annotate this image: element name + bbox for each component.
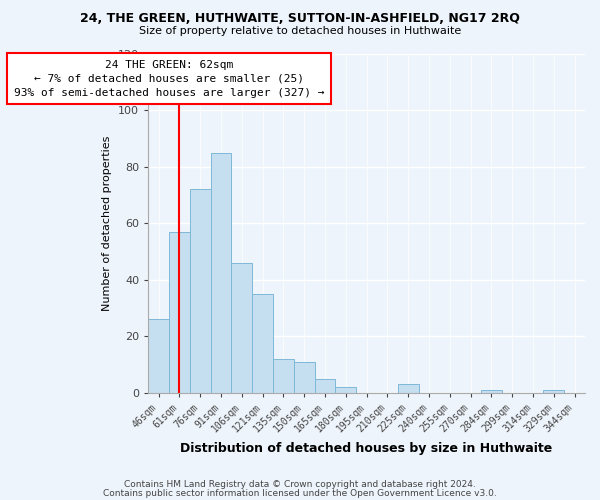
Bar [190, 190, 211, 392]
Bar [252, 294, 273, 392]
Bar [398, 384, 419, 392]
Text: 24, THE GREEN, HUTHWAITE, SUTTON-IN-ASHFIELD, NG17 2RQ: 24, THE GREEN, HUTHWAITE, SUTTON-IN-ASHF… [80, 12, 520, 26]
Text: 24 THE GREEN: 62sqm
← 7% of detached houses are smaller (25)
93% of semi-detache: 24 THE GREEN: 62sqm ← 7% of detached hou… [14, 60, 324, 98]
Y-axis label: Number of detached properties: Number of detached properties [103, 136, 112, 311]
X-axis label: Distribution of detached houses by size in Huthwaite: Distribution of detached houses by size … [181, 442, 553, 455]
Bar [481, 390, 502, 392]
Text: Contains public sector information licensed under the Open Government Licence v3: Contains public sector information licen… [103, 488, 497, 498]
Bar [294, 362, 314, 392]
Bar [169, 232, 190, 392]
Bar [211, 153, 232, 392]
Bar [273, 359, 294, 392]
Bar [335, 387, 356, 392]
Text: Contains HM Land Registry data © Crown copyright and database right 2024.: Contains HM Land Registry data © Crown c… [124, 480, 476, 489]
Bar [544, 390, 564, 392]
Bar [232, 263, 252, 392]
Bar [314, 378, 335, 392]
Bar [148, 320, 169, 392]
Text: Size of property relative to detached houses in Huthwaite: Size of property relative to detached ho… [139, 26, 461, 36]
